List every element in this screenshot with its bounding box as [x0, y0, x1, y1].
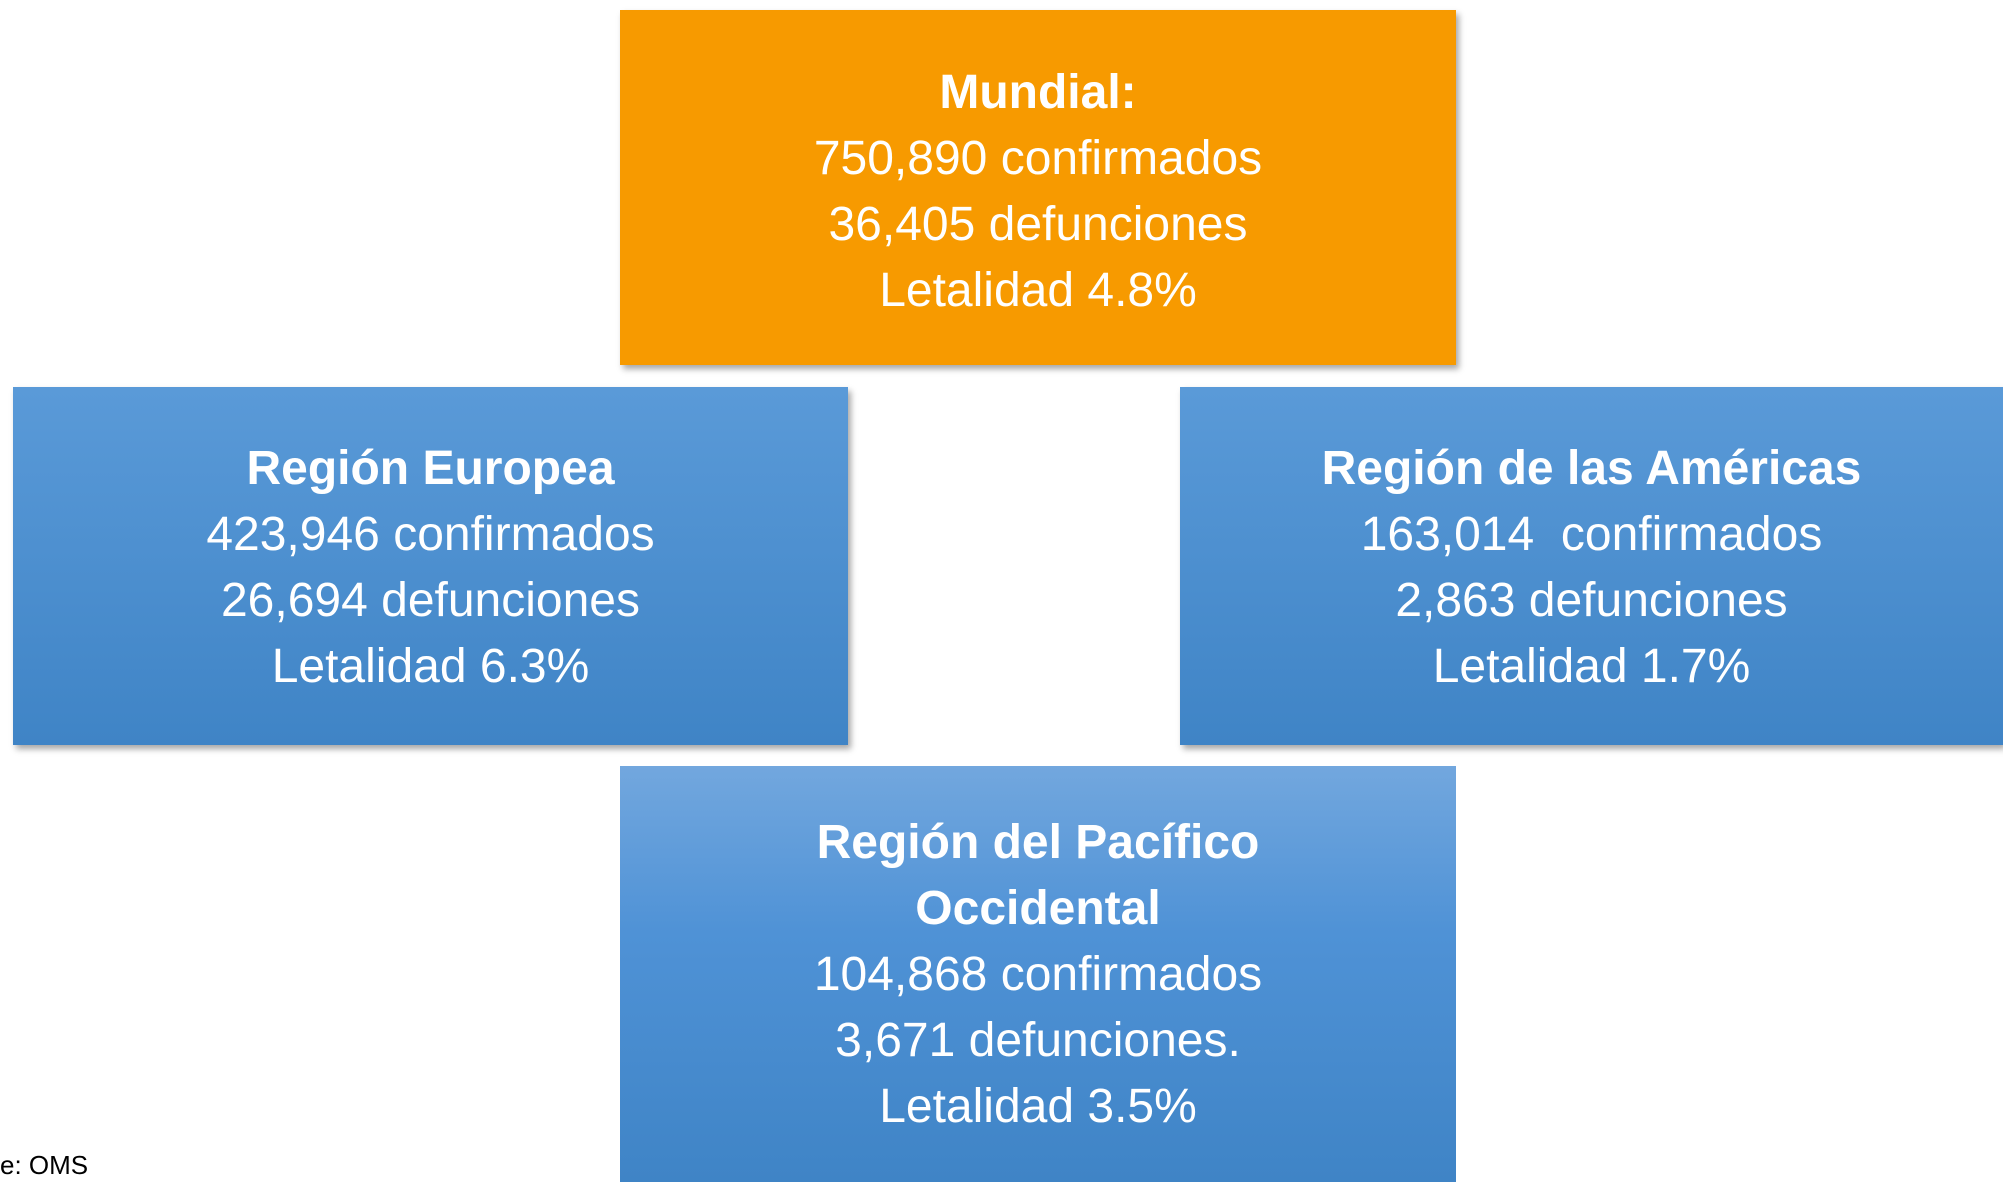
box-line: Letalidad 6.3%: [271, 640, 590, 693]
box-line: Letalidad 4.8%: [879, 264, 1197, 317]
box-title: Mundial:: [939, 66, 1137, 119]
box-line: 104,868 confirmados: [813, 948, 1263, 1001]
box-title: Región del Pacífico Occidental: [816, 816, 1273, 935]
box-line: Letalidad 3.5%: [879, 1080, 1197, 1133]
box-line: 36,405 defunciones: [828, 198, 1248, 251]
box-europe: Región Europea 423,946 confirmados 26,69…: [13, 387, 848, 745]
box-line: 2,863 defunciones: [1395, 574, 1788, 627]
box-line: 750,890 confirmados: [813, 132, 1263, 185]
box-line: 3,671 defunciones.: [835, 1014, 1241, 1067]
box-line: 163,014 confirmados: [1360, 508, 1823, 561]
box-line: 26,694 defunciones: [220, 574, 640, 627]
box-title: Región Europea: [246, 442, 615, 495]
box-line: 423,946 confirmados: [206, 508, 655, 561]
source: e: OMS: [0, 1150, 89, 1180]
box-line: Letalidad 1.7%: [1432, 640, 1751, 693]
box-pacific: Región del Pacífico Occidental 104,868 c…: [620, 766, 1456, 1182]
box-americas: Región de las Américas 163,014 confirmad…: [1180, 387, 2003, 745]
box-world: Mundial: 750,890 confirmados 36,405 defu…: [620, 10, 1456, 365]
box-title: Región de las Américas: [1321, 442, 1862, 495]
